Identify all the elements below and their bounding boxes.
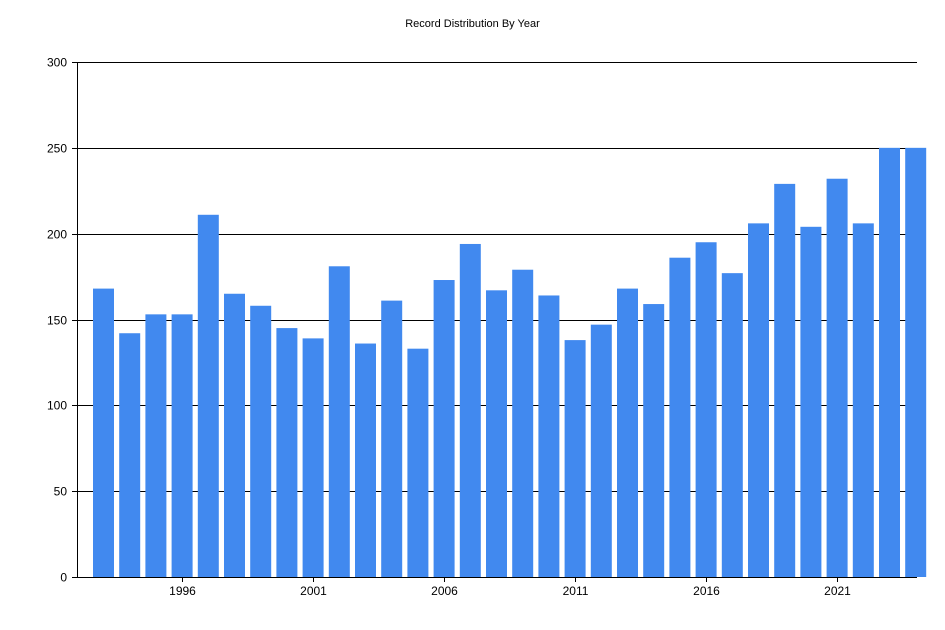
bar	[695, 242, 717, 577]
y-tick-label: 250	[47, 142, 67, 156]
bar	[171, 314, 193, 577]
bar	[721, 273, 743, 577]
y-tick-label: 100	[47, 399, 67, 413]
x-tick-label: 1996	[169, 584, 196, 598]
bar	[852, 223, 874, 577]
bar	[564, 340, 586, 577]
bar	[905, 147, 927, 578]
bar	[381, 300, 403, 577]
bar	[93, 288, 114, 577]
bar	[145, 314, 167, 577]
y-tick-label: 200	[47, 228, 67, 242]
bar	[826, 178, 848, 577]
bar	[774, 183, 796, 577]
chart-title: Record Distribution By Year	[405, 18, 540, 30]
x-tick-label: 2006	[431, 584, 458, 598]
x-tick-label: 2021	[824, 584, 851, 598]
bar	[224, 293, 245, 577]
y-tick-label: 300	[47, 56, 67, 70]
bar	[643, 304, 665, 577]
bar	[538, 295, 560, 577]
bar	[590, 324, 612, 577]
bar	[669, 257, 691, 577]
bar	[879, 147, 900, 578]
y-tick-label: 0	[60, 571, 67, 585]
bar	[459, 243, 481, 577]
bar	[119, 333, 141, 577]
bar	[328, 266, 350, 577]
bar	[433, 280, 455, 577]
bar	[355, 343, 376, 577]
bar	[800, 226, 822, 578]
bar	[276, 328, 298, 577]
x-tick-label: 2001	[300, 584, 327, 598]
bar	[748, 223, 769, 577]
bar	[250, 305, 272, 577]
y-tick-label: 150	[47, 314, 67, 328]
bar	[302, 338, 324, 577]
x-tick-label: 2011	[563, 584, 589, 598]
bar	[407, 348, 429, 577]
x-tick-label: 2016	[693, 584, 720, 598]
bar	[197, 214, 219, 578]
bar	[486, 290, 507, 577]
bar	[512, 269, 534, 577]
bar	[617, 288, 638, 577]
y-tick-label: 50	[54, 485, 68, 499]
